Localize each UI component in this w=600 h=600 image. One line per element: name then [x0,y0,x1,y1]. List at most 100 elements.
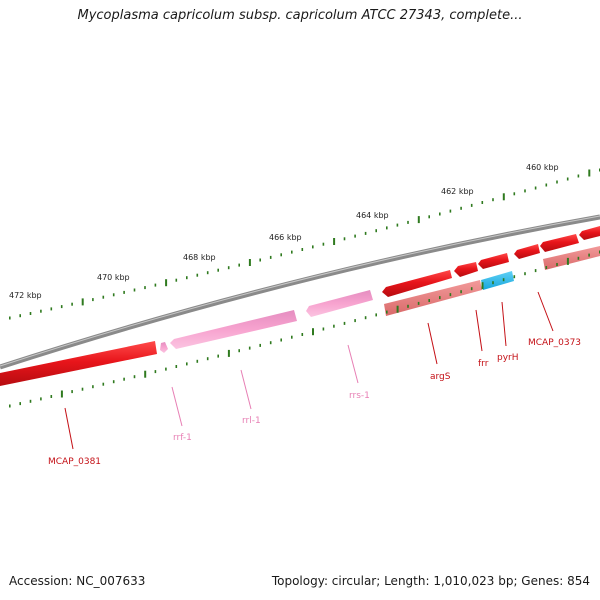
ruler-inner-minor-tick [428,299,430,302]
ruler-inner-minor-tick [364,316,367,320]
ruler-inner-minor-tick [123,377,125,381]
ruler-inner-minor-tick [492,281,494,285]
ruler-outer-minor-tick [460,206,462,210]
ruler-outer-major-tick [165,279,168,287]
ruler-outer-major-tick [588,169,591,177]
gene-feature-forward-3[interactable] [514,244,540,259]
ruler-inner-minor-tick [375,313,377,317]
ruler-outer-minor-tick [343,237,346,241]
gene-feature-forward-5[interactable] [579,226,600,240]
ruler-inner-minor-tick [9,404,11,408]
ruler-outer-minor-tick [386,226,388,230]
ruler-outer-minor-tick [269,255,272,259]
gene-feature-pyrH[interactable] [481,271,514,290]
ruler-outer-minor-tick [280,253,282,257]
ruler-inner-minor-tick [513,275,516,279]
ruler-outer-minor-tick [301,248,304,251]
ruler-inner-minor-tick [439,296,441,300]
gene-feature-MCAP_0381[interactable] [0,341,157,386]
gene-feature-forward-1[interactable] [454,262,478,277]
ruler-outer-minor-tick [556,180,558,184]
gene-label-MCAP_0381[interactable]: MCAP_0381 [48,457,101,467]
ruler-outer-minor-tick [449,209,452,213]
ruler-inner-minor-tick [112,380,115,384]
ruler-outer-minor-tick [312,245,314,249]
gene-feature-forward-4[interactable] [540,234,579,252]
leader-rrf-1 [171,386,183,427]
ruler-outer-minor-tick [291,250,293,254]
leader-frr [475,309,483,352]
ruler-inner-major-tick [312,328,314,336]
ruler-inner-minor-tick [407,304,409,308]
ruler-outer-minor-tick [123,290,125,294]
ruler-outer-minor-tick [9,316,11,320]
gene-label-frr[interactable]: frr [478,359,489,369]
ruler-outer-minor-tick [364,231,367,235]
ruler-outer-minor-tick [40,309,42,313]
gene-feature-rrl-1[interactable] [170,310,297,349]
genome-backbone [0,214,600,370]
ruler-inner [9,250,600,408]
ruler-inner-major-tick [144,370,147,378]
ruler-outer-minor-tick [29,312,32,315]
ruler-outer-minor-tick [407,220,409,224]
ruler-outer-major-tick [248,259,251,266]
ruler-outer-minor-tick [259,258,261,262]
gene-label-pyrH[interactable]: pyrH [497,353,519,363]
ruler-outer-minor-tick [577,174,580,178]
ruler-outer-minor-tick [534,186,537,190]
ruler-outer-minor-tick [470,203,473,207]
map-title: Mycoplasma capricolum subsp. capricolum … [77,8,523,23]
ruler-outer-minor-tick [396,223,399,227]
gene-label-argS[interactable]: argS [430,372,451,382]
ruler-inner-minor-tick [133,375,136,379]
ruler-outer-minor-tick [19,314,21,318]
ruler-inner-major-tick [481,282,484,290]
gene-label-MCAP_0373[interactable]: MCAP_0373 [528,338,581,348]
ruler-inner-minor-tick [40,397,42,401]
ruler-outer-minor-tick [50,307,53,311]
ruler-inner-major-tick [60,390,63,398]
ruler-inner-minor-tick [343,321,346,325]
ruler-inner-minor-tick [460,290,462,294]
gene-label-rrs-1[interactable]: rrs-1 [349,391,370,401]
ruler-outer-minor-tick [175,278,178,282]
ruler-outer-minor-tick [524,189,526,193]
ruler-inner-minor-tick [322,327,325,331]
ruler-inner-minor-tick [71,390,73,394]
ruler-inner-minor-tick [206,357,209,361]
ruler-outer-minor-tick [227,266,230,270]
ruler-outer-minor-tick [60,305,63,309]
ruler-inner-minor-tick [50,395,53,398]
ruler-outer-major-tick [81,298,84,306]
gene-label-rrl-1[interactable]: rrl-1 [242,416,261,426]
gene-feature-argS[interactable] [382,270,452,297]
ruler-inner-minor-tick [196,359,199,363]
ruler-label-468: 468 kbp [183,253,216,262]
ruler-outer-minor-tick [133,288,136,292]
gene-feature-rrf-1[interactable] [160,342,168,353]
ruler-inner-minor-tick [165,367,167,371]
gene-feature-rrs-1[interactable] [306,290,373,317]
gene-feature-forward-2[interactable] [478,253,509,269]
ruler-inner-minor-tick [470,287,473,291]
ruler-inner-minor-tick [280,338,282,342]
ruler-inner-minor-tick [556,263,558,266]
leader-MCAP_0373 [537,291,554,332]
ruler-inner-minor-tick [333,324,335,328]
ruler-inner-minor-tick [291,335,293,339]
ruler-inner-minor-tick [238,349,240,353]
ruler-outer [9,168,600,320]
ruler-outer-minor-tick [206,271,209,275]
ruler-outer-minor-tick [112,293,115,297]
genome-backbone-highlight [0,215,600,367]
ruler-outer-major-tick [502,193,505,201]
ruler-outer-minor-tick [439,212,441,216]
leader-argS [427,322,438,365]
ruler-inner-minor-tick [449,293,452,297]
ruler-label-460: 460 kbp [526,163,559,172]
gene-label-rrf-1[interactable]: rrf-1 [173,433,192,443]
ruler-outer-minor-tick [196,273,199,277]
ruler-outer-major-tick [333,238,336,245]
